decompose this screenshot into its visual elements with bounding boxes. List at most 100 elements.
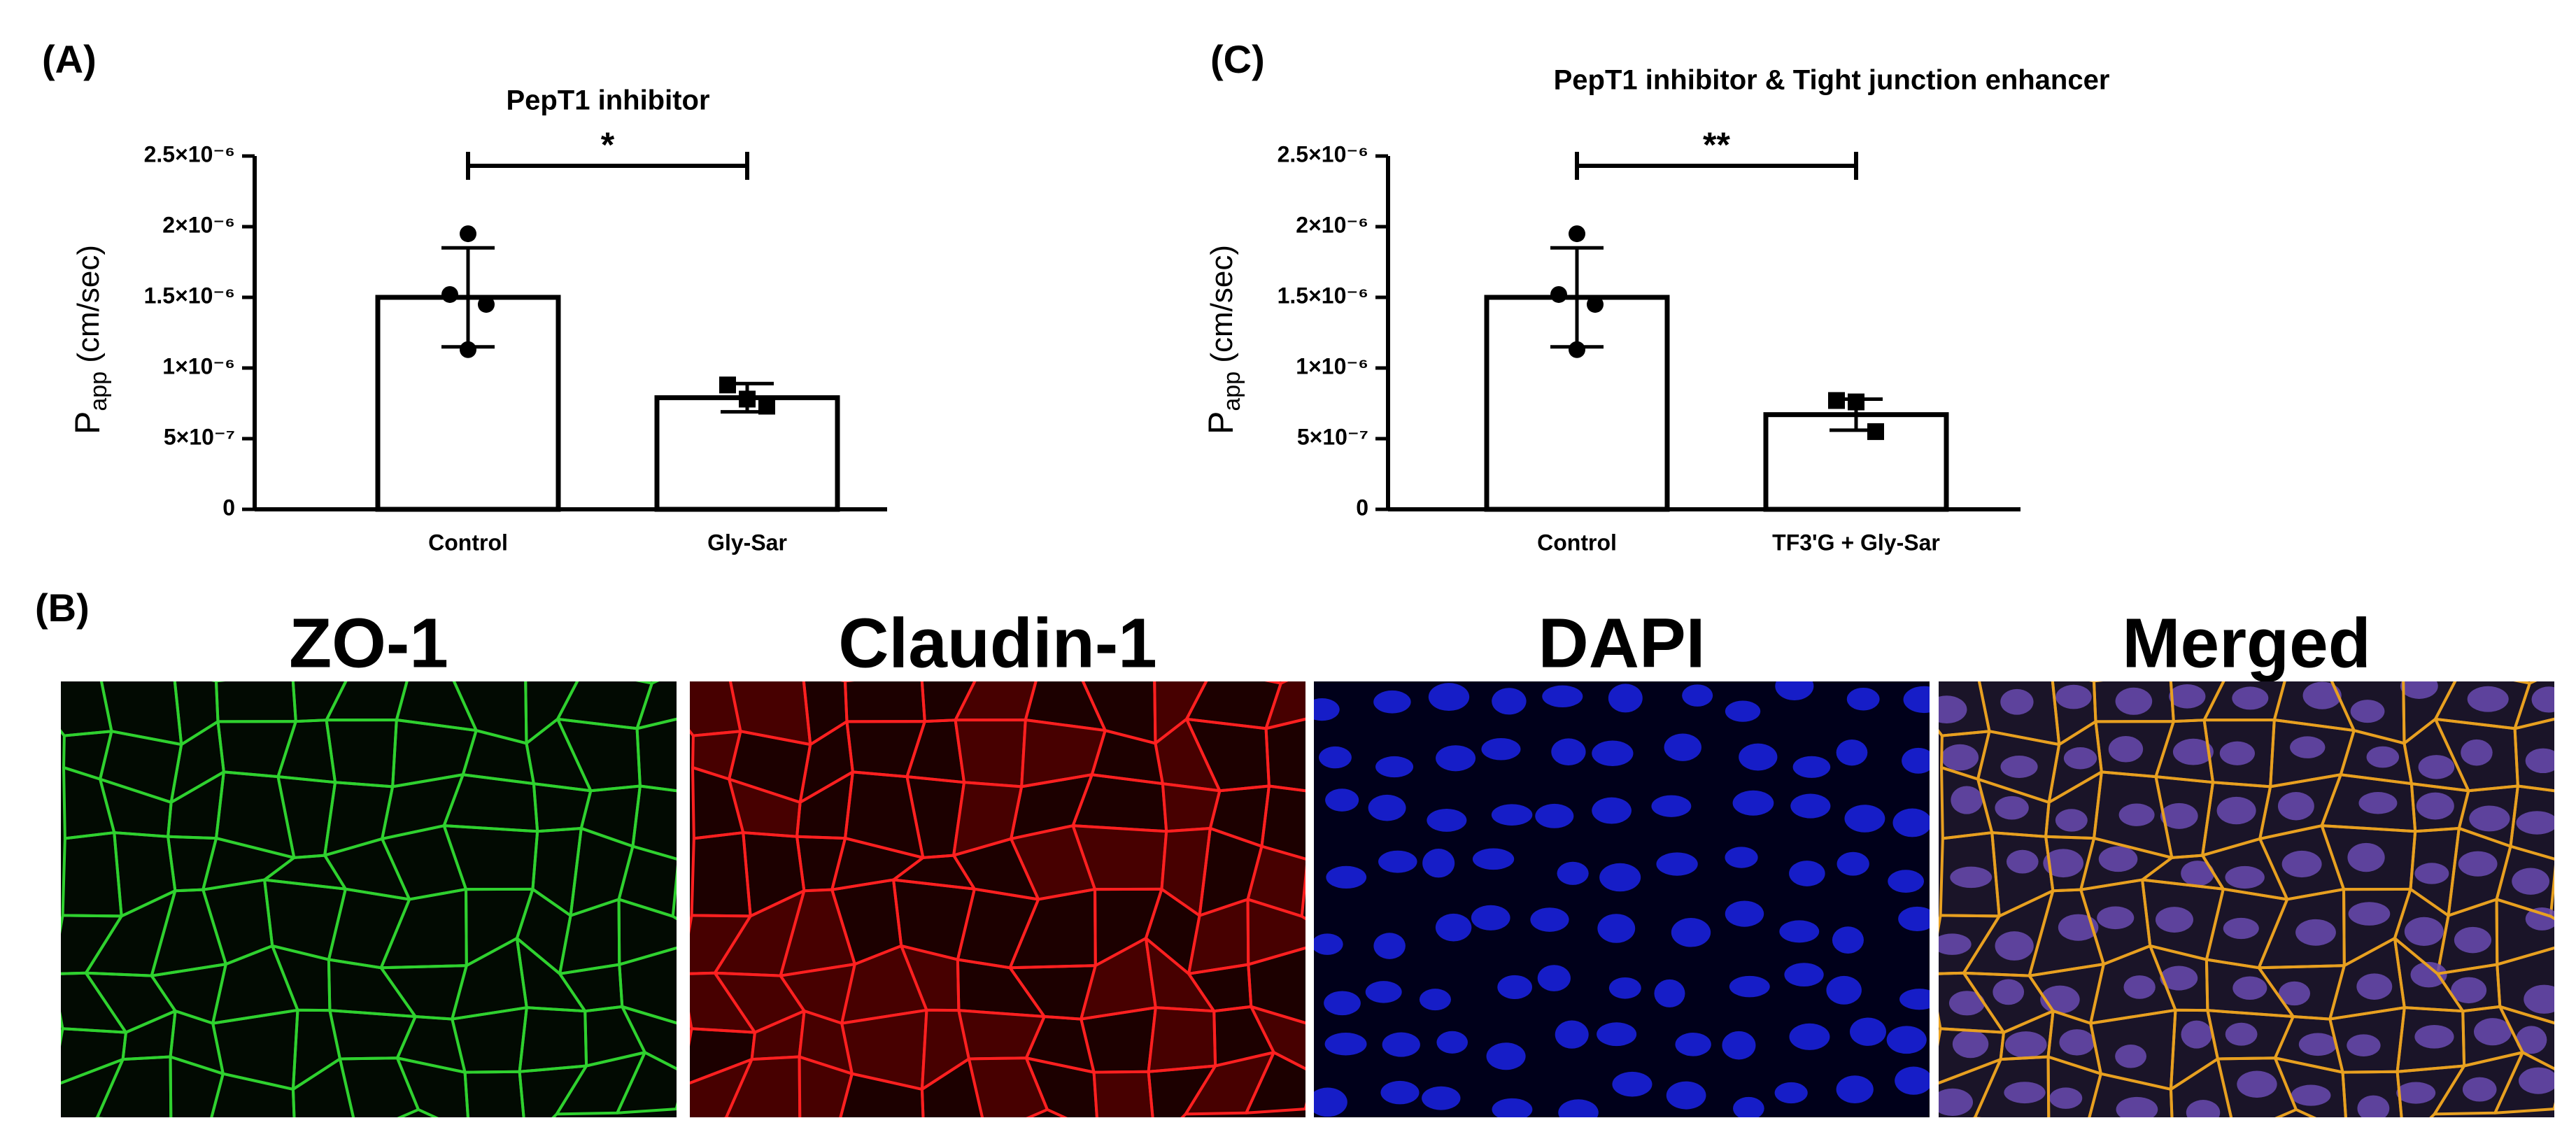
cell-tint xyxy=(842,1010,927,1089)
micrograph xyxy=(1314,681,1930,1117)
nucleus xyxy=(2400,681,2438,699)
nucleus xyxy=(1324,1033,1367,1056)
cell-tint xyxy=(1081,938,1156,1019)
y-axis-label-sub: app xyxy=(1219,372,1245,411)
y-tick-label: 0 xyxy=(1356,495,1368,520)
y-axis-label-main: P xyxy=(1201,411,1240,434)
nucleus xyxy=(1535,803,1574,828)
cell-tint xyxy=(714,972,805,1033)
y-tick-label: 1×10⁻⁶ xyxy=(1296,353,1368,379)
micrograph-content xyxy=(690,681,1305,1117)
cell-border xyxy=(798,1055,854,1117)
nucleus xyxy=(2290,736,2326,758)
cell-tint xyxy=(1189,899,1249,974)
cell-border xyxy=(1245,1051,1305,1115)
nucleus xyxy=(1888,870,1924,893)
nucleus xyxy=(2055,684,2092,709)
nucleus xyxy=(1725,900,1764,927)
nucleus xyxy=(1314,933,1343,955)
nucleus xyxy=(1898,906,1930,931)
nucleus xyxy=(1832,926,1864,954)
cell-border xyxy=(2046,1055,2102,1117)
nucleus xyxy=(2512,868,2550,895)
nucleus xyxy=(1774,1082,1808,1104)
cell-border xyxy=(1260,784,1305,861)
nucleus xyxy=(1486,1042,1526,1070)
nucleus xyxy=(1789,861,1825,886)
cell-border xyxy=(2513,717,2554,793)
cell-tint xyxy=(968,1058,1047,1117)
cell-tint xyxy=(1154,681,1207,744)
nucleus xyxy=(2396,1082,2436,1104)
micrograph-background xyxy=(61,681,677,1117)
cell-tint xyxy=(901,945,959,1011)
cell-tint xyxy=(690,1059,752,1117)
y-tick-label: 2.5×10⁻⁶ xyxy=(1278,141,1368,167)
cell-border xyxy=(1024,1056,1098,1117)
cell-border xyxy=(1264,717,1305,793)
nucleus xyxy=(1902,747,1930,774)
image-title: Claudin-1 xyxy=(838,604,1157,682)
cell-tint xyxy=(1251,1006,1305,1069)
nucleus xyxy=(2278,981,2311,1006)
cell-tint xyxy=(954,782,1022,856)
nucleus xyxy=(2225,1022,2258,1046)
data-point xyxy=(1569,225,1585,243)
nucleus xyxy=(2454,926,2492,954)
nucleus xyxy=(1836,1075,1874,1103)
nucleus xyxy=(1939,1088,1974,1116)
image-title: ZO-1 xyxy=(289,604,448,682)
nucleus xyxy=(2458,851,2498,877)
nucleus xyxy=(2097,906,2135,930)
cell-border xyxy=(2495,898,2554,966)
cell-tint xyxy=(690,681,741,736)
nucleus xyxy=(2347,842,2385,872)
nucleus xyxy=(1375,756,1414,778)
nucleus xyxy=(1597,1022,1637,1047)
nucleus xyxy=(2049,1087,2083,1109)
cell-border xyxy=(635,681,677,730)
nucleus xyxy=(2055,809,2088,832)
nucleus xyxy=(2519,1067,2554,1094)
x-tick-label: TF3'G + Gly-Sar xyxy=(1772,530,1940,555)
nucleus xyxy=(2169,684,2206,709)
nucleus xyxy=(2462,1077,2497,1102)
nucleus xyxy=(1542,685,1583,708)
nucleus xyxy=(1422,1086,1461,1110)
panel-label: (B) xyxy=(35,586,90,630)
nucleus xyxy=(1599,863,1641,892)
nucleus xyxy=(1826,975,1862,1005)
cell-tint xyxy=(955,681,1036,721)
nucleus xyxy=(1530,907,1569,932)
nucleus xyxy=(1551,738,1586,765)
cell-tint xyxy=(780,964,855,1024)
cell-border xyxy=(2493,1051,2554,1115)
nucleus xyxy=(1314,698,1340,721)
bar xyxy=(654,395,840,512)
nucleus xyxy=(2347,1034,2381,1057)
nucleus xyxy=(2115,1045,2146,1068)
cell-tint xyxy=(1094,1071,1153,1117)
nucleus xyxy=(1365,981,1402,1003)
nucleus xyxy=(1608,684,1643,713)
cell-border xyxy=(2088,1072,2174,1117)
nucleus xyxy=(1899,989,1930,1010)
y-axis-label: Papp (cm/sec) xyxy=(68,245,112,434)
cell-border xyxy=(210,1072,296,1117)
nucleus xyxy=(2356,973,2393,1000)
nucleus xyxy=(2302,681,2342,709)
nucleus xyxy=(1492,1098,1533,1117)
nucleus xyxy=(1779,920,1820,943)
nucleus xyxy=(2186,1100,2221,1117)
nucleus xyxy=(2525,907,2554,931)
data-point xyxy=(1848,393,1864,411)
nucleus xyxy=(1844,805,1885,833)
nucleus xyxy=(2123,975,2156,999)
cell-tint xyxy=(799,1056,852,1117)
y-tick-label: 1.5×10⁻⁶ xyxy=(144,283,235,308)
nucleus xyxy=(2474,1018,2512,1046)
data-point xyxy=(739,390,756,408)
x-tick-label: Control xyxy=(428,530,508,555)
nucleus xyxy=(1993,979,2025,1005)
